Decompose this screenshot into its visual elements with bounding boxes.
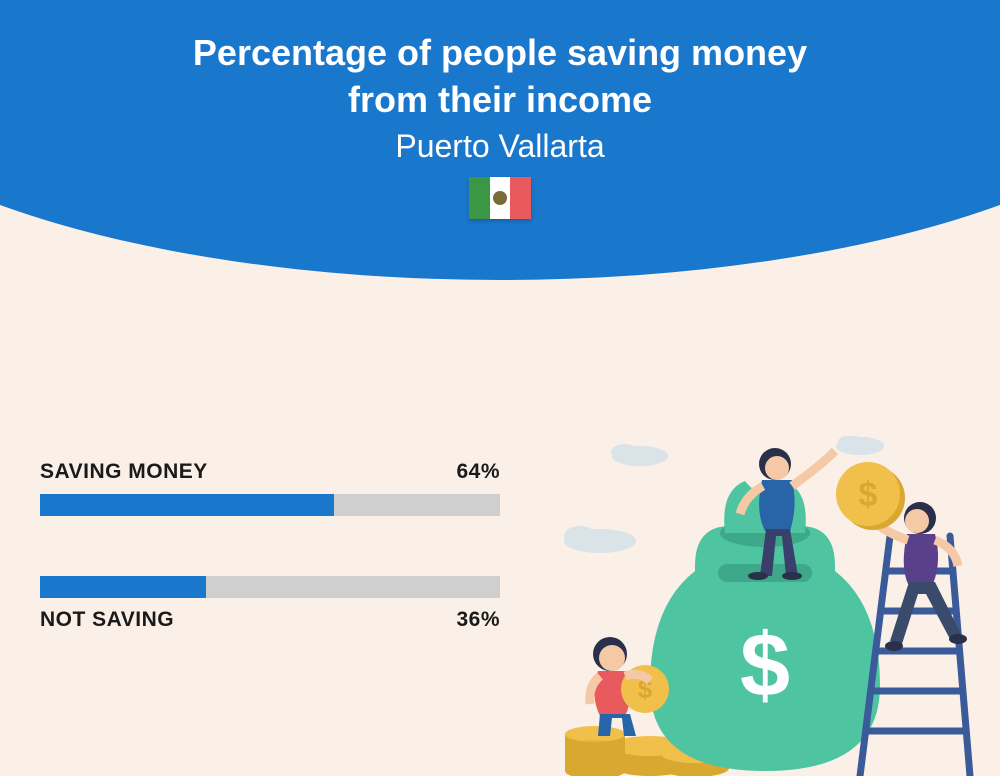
subtitle: Puerto Vallarta xyxy=(0,128,1000,165)
bar-notsaving-fill xyxy=(40,576,206,598)
flag-stripe-white xyxy=(490,177,511,219)
bar-not-saving: NOT SAVING 36% xyxy=(40,576,500,632)
svg-text:$: $ xyxy=(740,616,790,716)
title-line-1: Percentage of people saving money xyxy=(0,30,1000,77)
coin-icon: $ xyxy=(836,462,905,530)
header: Percentage of people saving money from t… xyxy=(0,30,1000,224)
bar-notsaving-labels: NOT SAVING 36% xyxy=(40,608,500,632)
title-line-2: from their income xyxy=(0,77,1000,124)
bar-saving-value: 64% xyxy=(456,460,500,484)
bar-notsaving-value: 36% xyxy=(456,608,500,632)
savings-illustration-icon: $ $ xyxy=(550,436,980,776)
flag-emblem-icon xyxy=(493,191,507,205)
svg-text:$: $ xyxy=(859,476,878,514)
bar-saving-fill xyxy=(40,494,334,516)
flag-stripe-green xyxy=(469,177,490,219)
bar-saving-track xyxy=(40,494,500,516)
bar-saving-labels: SAVING MONEY 64% xyxy=(40,460,500,484)
flag-stripe-red xyxy=(510,177,531,219)
bars-area: SAVING MONEY 64% NOT SAVING 36% xyxy=(40,460,500,632)
bar-saving-label: SAVING MONEY xyxy=(40,460,208,484)
mexico-flag-icon xyxy=(469,177,531,219)
coin-stack-icon xyxy=(565,726,625,776)
bar-notsaving-track xyxy=(40,576,500,598)
bar-notsaving-label: NOT SAVING xyxy=(40,608,174,632)
cloud-icon xyxy=(564,526,596,546)
bar-saving-money: SAVING MONEY 64% xyxy=(40,460,500,516)
cloud-icon xyxy=(611,444,639,460)
